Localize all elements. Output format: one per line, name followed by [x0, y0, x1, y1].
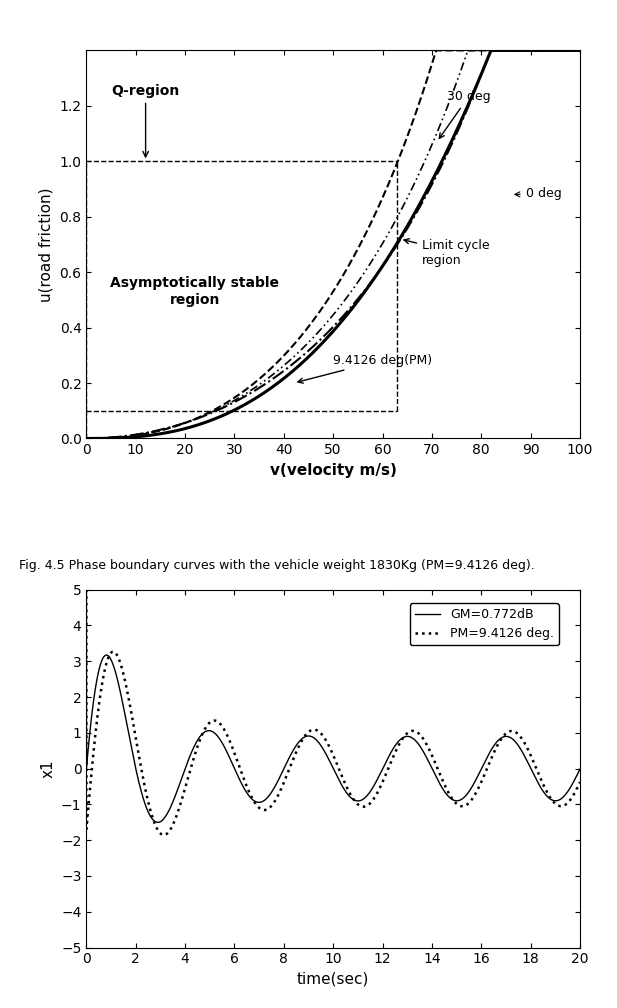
GM=0.772dB [200, 727, 207, 739]
PM=9.4126 deg. [576, 776, 584, 788]
Y-axis label: x1: x1 [41, 759, 56, 778]
GM=0.772dB [197, 729, 205, 741]
Line: GM=0.772dB: GM=0.772dB [86, 590, 580, 823]
GM=0.772dB [154, 816, 162, 829]
Text: Limit cycle
region: Limit cycle region [404, 239, 490, 267]
GM=0.772dB [576, 763, 584, 775]
PM=9.4126 deg. [160, 829, 167, 841]
Text: Fig. 4.5 Phase boundary curves with the vehicle weight 1830Kg (PM=9.4126 deg).: Fig. 4.5 Phase boundary curves with the … [19, 559, 534, 573]
GM=0.772dB [83, 584, 90, 596]
PM=9.4126 deg. [197, 731, 205, 743]
PM=9.4126 deg. [304, 727, 312, 739]
Text: 0 deg: 0 deg [515, 187, 561, 201]
GM=0.772dB [269, 784, 276, 796]
PM=9.4126 deg. [269, 798, 276, 810]
PM=9.4126 deg. [200, 725, 207, 737]
PM=9.4126 deg. [573, 784, 580, 796]
Text: 30 deg: 30 deg [439, 91, 491, 138]
PM=9.4126 deg. [83, 584, 90, 596]
X-axis label: v(velocity m/s): v(velocity m/s) [270, 463, 397, 478]
Legend: GM=0.772dB, PM=9.4126 deg.: GM=0.772dB, PM=9.4126 deg. [410, 603, 559, 645]
PM=9.4126 deg. [202, 721, 210, 733]
Text: Q-region: Q-region [112, 84, 180, 157]
X-axis label: time(sec): time(sec) [297, 972, 370, 987]
GM=0.772dB [304, 730, 312, 742]
GM=0.772dB [202, 725, 210, 737]
Y-axis label: u(road friction): u(road friction) [39, 187, 54, 301]
GM=0.772dB [573, 771, 580, 783]
Text: Asymptotically stable
region: Asymptotically stable region [110, 276, 280, 306]
Line: PM=9.4126 deg.: PM=9.4126 deg. [86, 590, 580, 835]
Text: 9.4126 deg(PM): 9.4126 deg(PM) [298, 354, 433, 383]
